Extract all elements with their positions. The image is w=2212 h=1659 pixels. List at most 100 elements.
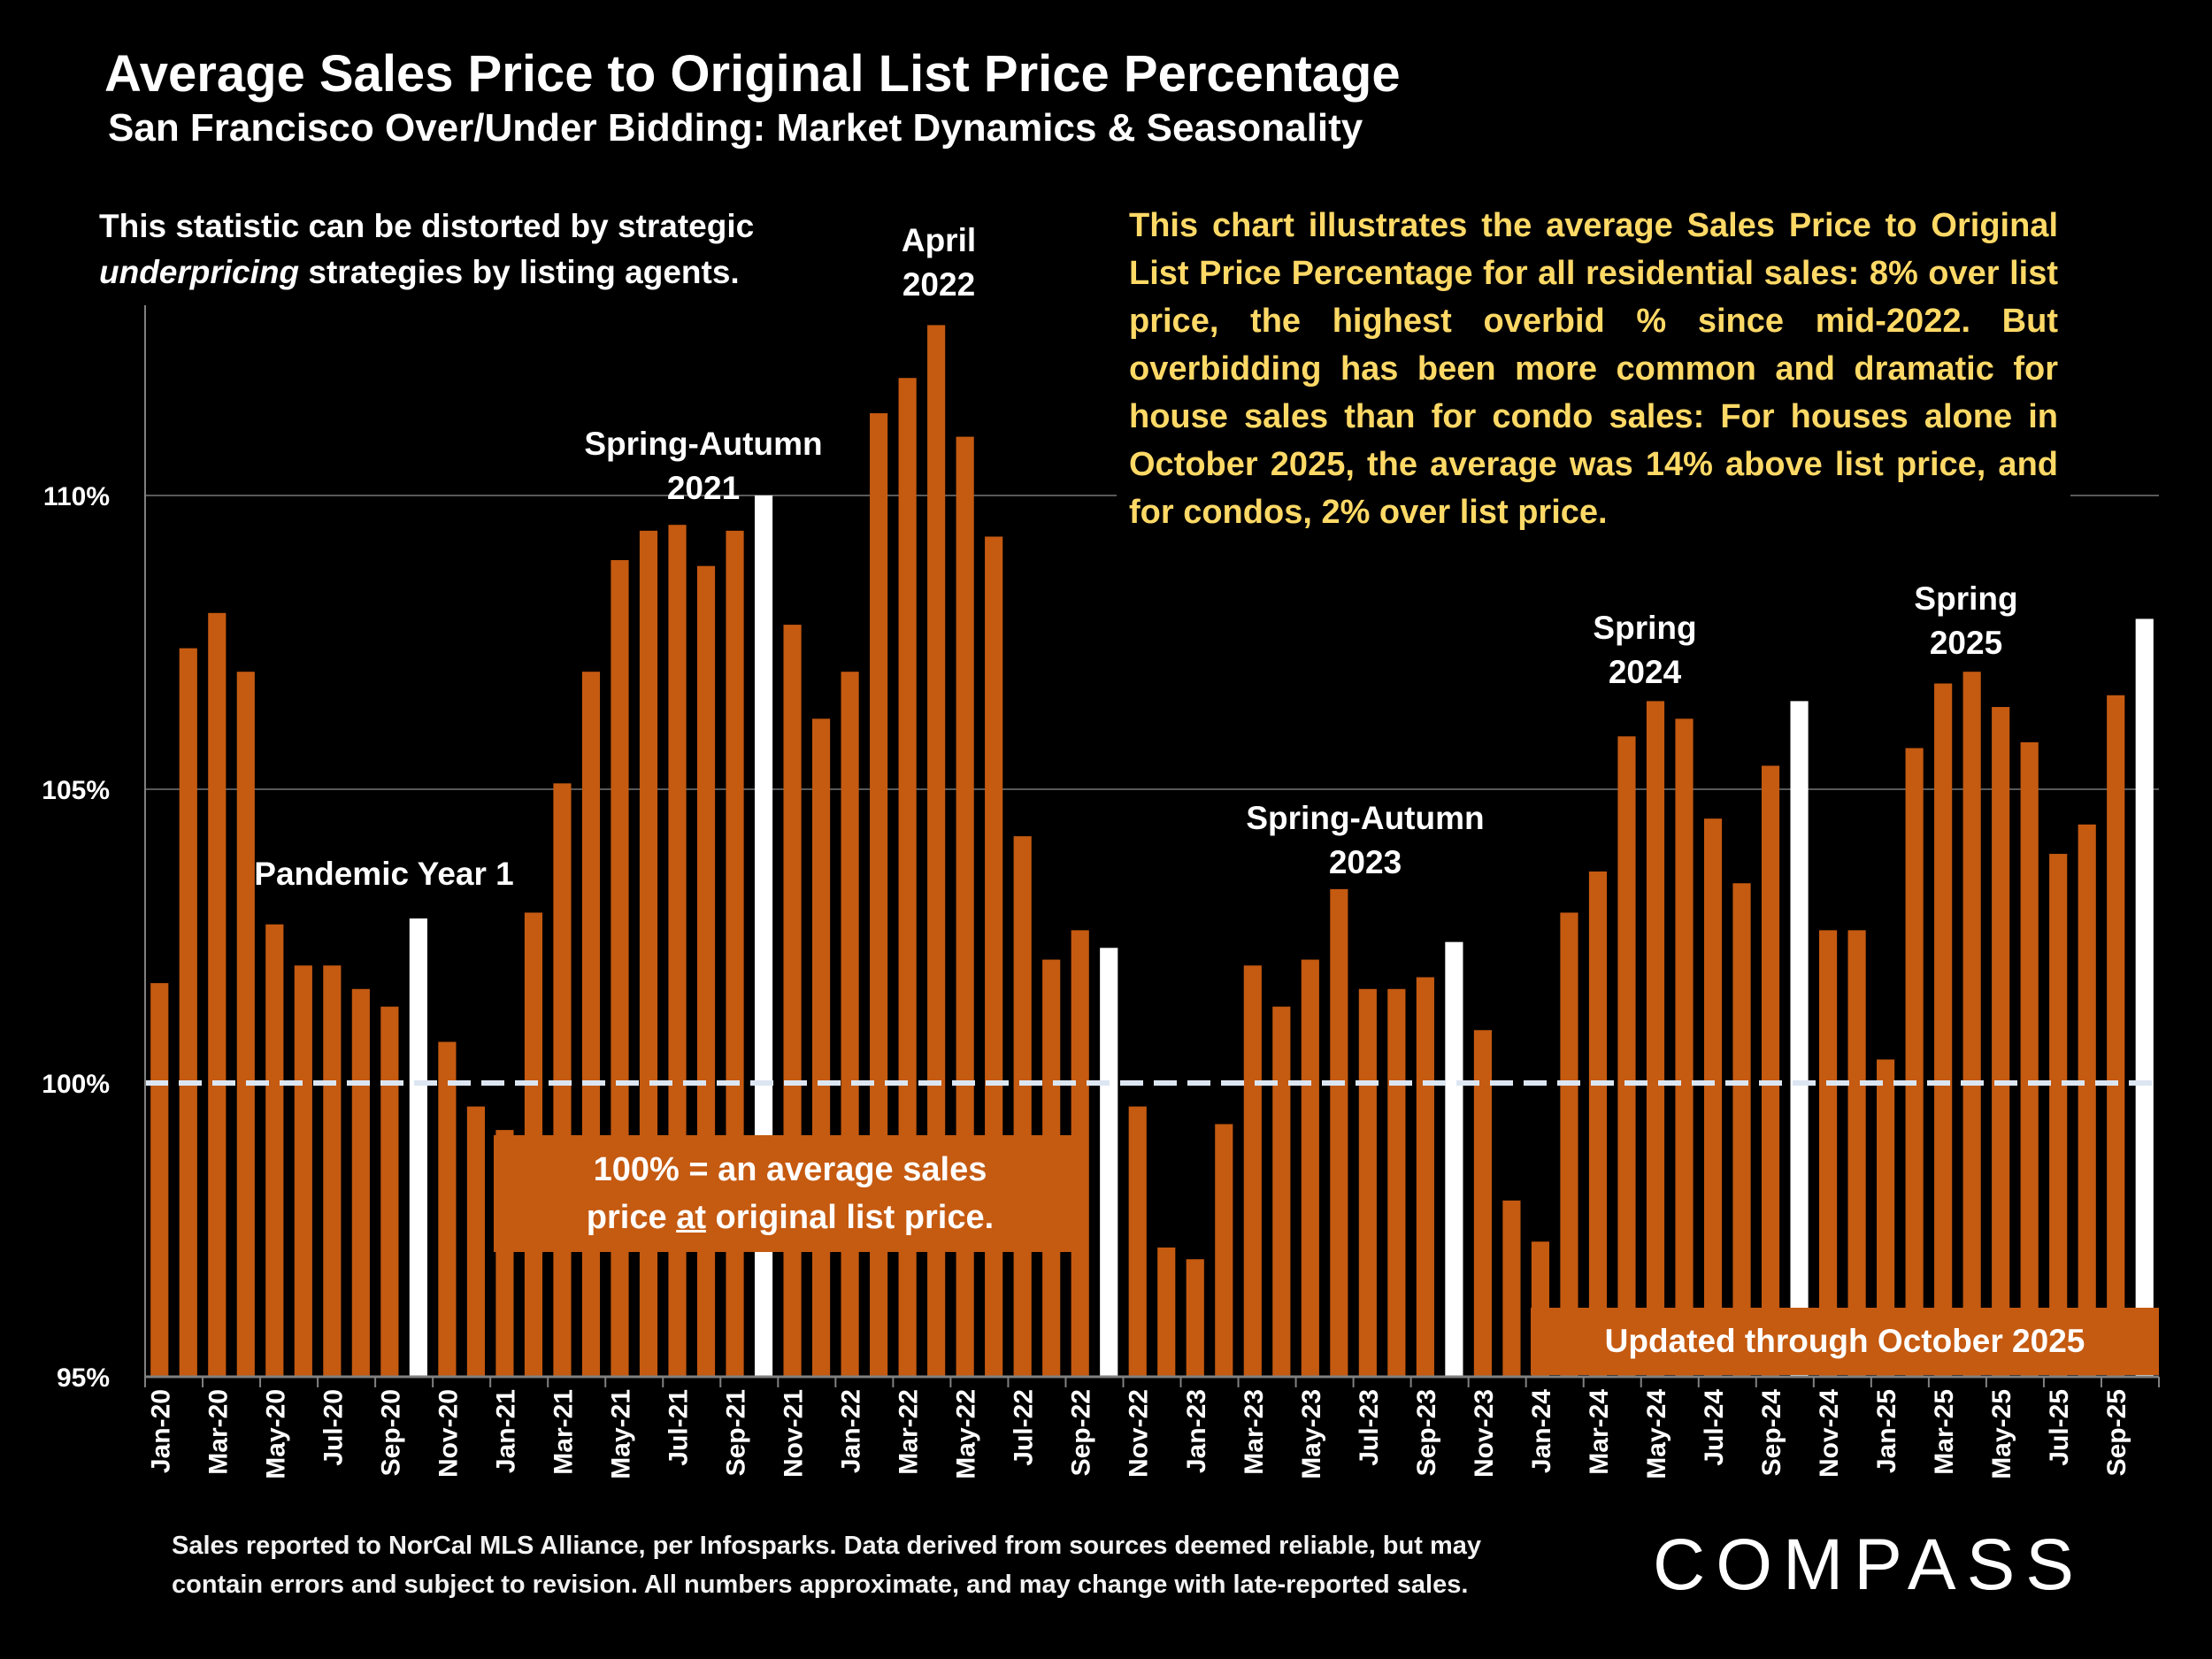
bar-Apr-24 (1617, 736, 1636, 1377)
bar-Sep-25 (2107, 695, 2125, 1377)
bar-Jun-24 (1675, 718, 1694, 1377)
x-tick-label: May-20 (261, 1389, 290, 1479)
x-tick-label: Jan-25 (1872, 1389, 1901, 1473)
bar-Jul-20 (323, 965, 342, 1377)
bar-Mar-22 (898, 378, 917, 1378)
callout-pre: price (586, 1199, 677, 1236)
bar-May-23 (1301, 959, 1319, 1377)
bar-Feb-20 (179, 648, 197, 1377)
y-tick-label: 105% (42, 776, 110, 805)
footnote-line1: Sales reported to NorCal MLS Alliance, p… (172, 1532, 1481, 1560)
bar-Aug-24 (1732, 883, 1751, 1377)
bar-Aug-20 (351, 988, 370, 1377)
bar-Oct-24 (1790, 701, 1809, 1377)
x-tick-label: Nov-21 (780, 1389, 809, 1478)
bar-May-20 (265, 924, 284, 1377)
annotation-line: Spring-Autumn (584, 426, 823, 462)
annotation-line: 2022 (902, 266, 976, 303)
bar-Nov-24 (1819, 930, 1838, 1377)
x-tick-label: May-21 (606, 1389, 635, 1479)
footnote-line2: contain errors and subject to revision. … (172, 1571, 1469, 1599)
bar-Jun-23 (1330, 888, 1348, 1377)
callout-100-percent: 100% = an average sales price at origina… (494, 1135, 1087, 1252)
annotation-spring-2025: Spring 2025 (1914, 577, 2017, 665)
x-tick-label: Jan-24 (1527, 1389, 1556, 1473)
left-note-line1: This statistic can be distorted by strat… (99, 208, 755, 244)
y-tick-label: 100% (42, 1070, 110, 1099)
x-tick-label: Sep-20 (376, 1389, 405, 1476)
bar-Mar-20 (208, 612, 227, 1377)
bar-Nov-21 (783, 625, 802, 1377)
x-tick-label: May-22 (952, 1389, 981, 1479)
bar-Mar-24 (1588, 871, 1608, 1377)
bar-Jul-23 (1358, 988, 1377, 1377)
compass-logo: COMPASS (1653, 1525, 2085, 1605)
chart-title: Average Sales Price to Original List Pri… (104, 45, 1401, 103)
bar-Sep-20 (380, 1006, 399, 1377)
x-tick-label: Mar-22 (895, 1389, 924, 1475)
x-tick-label: Jan-20 (146, 1389, 175, 1473)
bar-Mar-23 (1243, 965, 1262, 1377)
bar-Apr-21 (581, 672, 601, 1377)
y-tick-label: 95% (57, 1363, 110, 1393)
bar-Jan-25 (1877, 1059, 1895, 1377)
left-note-rest: strategies by listing agents. (299, 254, 740, 290)
callout-underlined: at (676, 1199, 706, 1236)
bar-Dec-24 (1847, 930, 1866, 1377)
x-tick-label: Jan-22 (837, 1389, 866, 1473)
bar-Jul-22 (1013, 836, 1032, 1377)
x-tick-label: May-24 (1642, 1389, 1671, 1479)
x-tick-label: Jul-20 (319, 1389, 348, 1466)
bar-Oct-20 (409, 918, 427, 1377)
bar-Nov-22 (1128, 1106, 1147, 1377)
x-tick-label: Jul-24 (1700, 1389, 1729, 1466)
callout-post: original list price. (705, 1199, 995, 1236)
bar-Oct-22 (1100, 948, 1118, 1377)
bar-Aug-25 (2078, 824, 2096, 1377)
bar-Oct-23 (1445, 941, 1463, 1377)
annotation-april-2022: April 2022 (902, 219, 976, 307)
x-tick-label: May-25 (1987, 1389, 2016, 1479)
x-tick-label: Sep-23 (1412, 1389, 1441, 1476)
x-tick-label: Sep-21 (722, 1389, 751, 1476)
bar-Oct-25 (2135, 618, 2154, 1377)
bar-Feb-23 (1215, 1124, 1233, 1377)
left-note: This statistic can be distorted by strat… (99, 204, 754, 296)
x-tick-label: Mar-20 (204, 1389, 233, 1475)
annotation-line: Spring (1914, 580, 2018, 617)
bar-Apr-20 (236, 672, 255, 1377)
annotation-line: 2025 (1929, 625, 2003, 661)
bar-Sep-23 (1416, 977, 1434, 1377)
x-tick-label: Jul-25 (2045, 1389, 2074, 1466)
left-note-emphasis: underpricing (99, 254, 300, 290)
x-tick-label: Jul-23 (1355, 1389, 1384, 1466)
bar-Dec-22 (1157, 1247, 1176, 1377)
updated-through-callout: Updated through October 2025 (1531, 1308, 2159, 1375)
bar-Apr-22 (927, 325, 946, 1378)
annotation-line: April (901, 222, 977, 258)
bar-May-25 (1992, 707, 2010, 1377)
x-tick-label: May-23 (1297, 1389, 1326, 1479)
bar-Aug-23 (1387, 988, 1406, 1377)
x-tick-label: Nov-22 (1125, 1389, 1154, 1478)
bar-Jul-24 (1703, 818, 1723, 1377)
annotation-spring-autumn-2021: Spring-Autumn 2021 (584, 422, 822, 511)
x-tick-label: Jan-21 (491, 1389, 520, 1473)
chart-subtitle: San Francisco Over/Under Bidding: Market… (108, 106, 1363, 150)
x-tick-label: Mar-23 (1240, 1389, 1269, 1475)
annotation-pandemic: Pandemic Year 1 (254, 856, 514, 892)
x-tick-label: Mar-21 (549, 1389, 578, 1475)
bar-Nov-20 (438, 1041, 457, 1377)
x-tick-label: Mar-24 (1585, 1389, 1614, 1475)
x-tick-label: Sep-22 (1067, 1389, 1096, 1476)
x-tick-label: Nov-23 (1470, 1389, 1499, 1478)
bar-May-24 (1646, 701, 1665, 1377)
annotation-line: Spring-Autumn (1246, 800, 1485, 836)
annotation-spring-2024: Spring 2024 (1593, 606, 1696, 695)
bar-Jun-25 (2020, 741, 2039, 1377)
bar-Dec-21 (812, 718, 831, 1377)
annotation-line: 2024 (1608, 654, 1682, 690)
x-tick-label: Jul-21 (664, 1389, 694, 1466)
bar-Jan-22 (841, 672, 859, 1377)
footnote: Sales reported to NorCal MLS Alliance, p… (172, 1526, 1481, 1604)
